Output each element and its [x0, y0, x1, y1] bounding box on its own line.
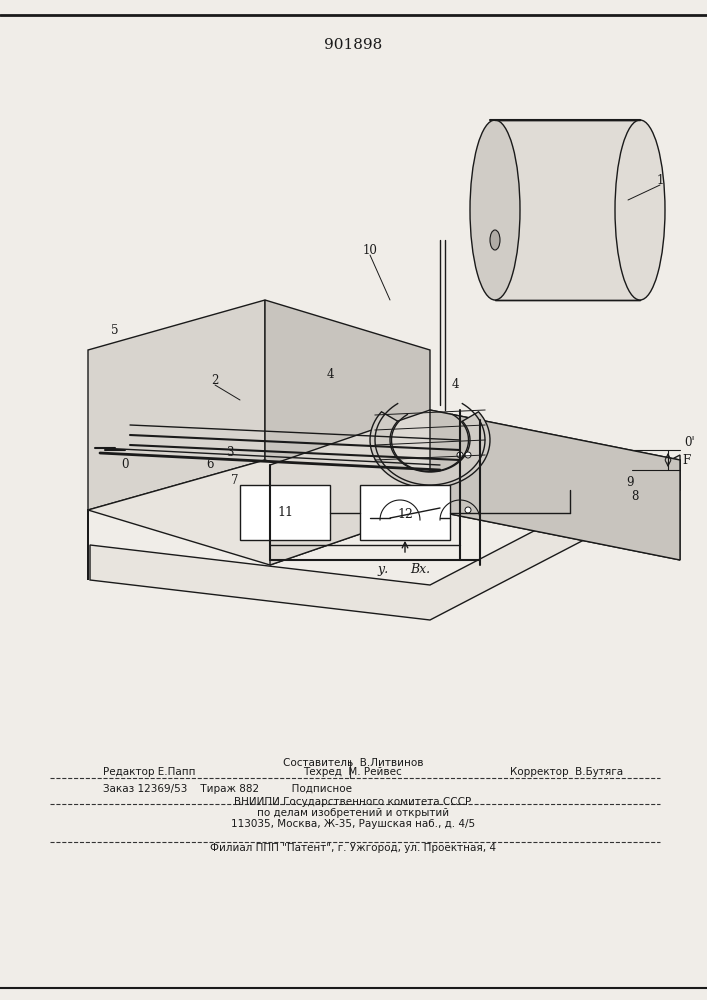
Ellipse shape	[465, 507, 471, 513]
Text: 901898: 901898	[324, 38, 382, 52]
Text: по делам изобретений и открытий: по делам изобретений и открытий	[257, 808, 449, 818]
Text: 7: 7	[231, 474, 239, 487]
Text: Заказ 12369/53    Тираж 882          Подписное: Заказ 12369/53 Тираж 882 Подписное	[103, 784, 352, 794]
Text: F: F	[682, 454, 690, 466]
Text: Техред  М. Рейвес: Техред М. Рейвес	[303, 767, 402, 777]
Text: 1: 1	[656, 174, 664, 186]
Polygon shape	[88, 460, 430, 565]
FancyBboxPatch shape	[240, 485, 330, 540]
Polygon shape	[88, 300, 265, 580]
FancyBboxPatch shape	[360, 485, 450, 540]
Polygon shape	[270, 410, 680, 565]
Text: 2: 2	[211, 373, 218, 386]
Text: Составитель  В.Литвинов: Составитель В.Литвинов	[283, 758, 423, 768]
Text: 3: 3	[226, 446, 234, 458]
Polygon shape	[90, 455, 680, 620]
Polygon shape	[370, 412, 490, 488]
Text: Bх.: Bх.	[410, 563, 430, 576]
Text: 10: 10	[363, 243, 378, 256]
Ellipse shape	[490, 230, 500, 250]
Text: 5: 5	[111, 324, 119, 336]
Ellipse shape	[465, 452, 471, 458]
Ellipse shape	[615, 120, 665, 300]
Text: 4: 4	[451, 378, 459, 391]
Ellipse shape	[457, 452, 463, 458]
Polygon shape	[430, 410, 680, 560]
Ellipse shape	[470, 120, 520, 300]
Text: ВНИИПИ Государственного комитета СССР: ВНИИПИ Государственного комитета СССР	[235, 797, 472, 807]
Text: у.: у.	[378, 563, 389, 576]
Text: 0': 0'	[684, 436, 695, 450]
Text: 9: 9	[626, 476, 633, 488]
Polygon shape	[495, 120, 640, 300]
Text: 113035, Москва, Ж-35, Раушская наб., д. 4/5: 113035, Москва, Ж-35, Раушская наб., д. …	[231, 819, 475, 829]
Text: 8: 8	[631, 490, 638, 504]
Polygon shape	[265, 300, 430, 510]
Text: 6: 6	[206, 458, 214, 472]
Text: Редактор Е.Папп: Редактор Е.Папп	[103, 767, 196, 777]
Text: 11: 11	[277, 506, 293, 520]
Text: Филиал ППП "Патент", г. Ужгород, ул. Проектная, 4: Филиал ППП "Патент", г. Ужгород, ул. Про…	[210, 843, 496, 853]
Text: Корректор  В.Бутяга: Корректор В.Бутяга	[510, 767, 623, 777]
Text: 0: 0	[121, 458, 129, 472]
Text: 12: 12	[397, 508, 413, 521]
Text: 4: 4	[326, 368, 334, 381]
